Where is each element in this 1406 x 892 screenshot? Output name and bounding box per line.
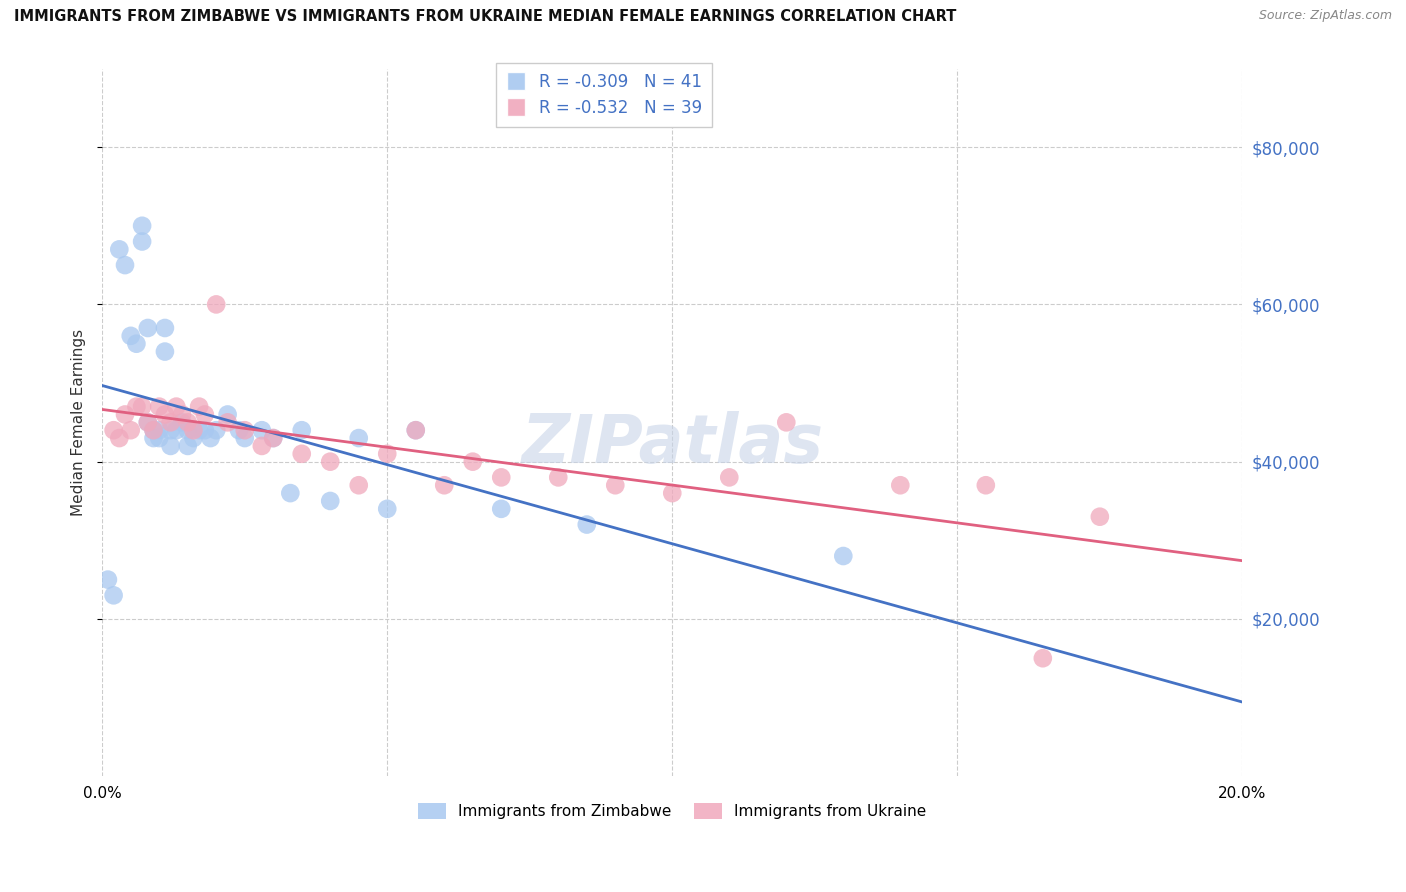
Point [1032, 651, 1054, 665]
Point [148, 431, 170, 445]
Point [114, 258, 136, 272]
Point [375, 447, 398, 461]
Point [775, 415, 797, 429]
Point [142, 423, 165, 437]
Point [120, 423, 142, 437]
Legend: Immigrants from Zimbabwe, Immigrants from Ukraine: Immigrants from Zimbabwe, Immigrants fro… [412, 797, 932, 825]
Point [278, 486, 301, 500]
Point [491, 501, 513, 516]
Point [661, 486, 683, 500]
Point [547, 470, 569, 484]
Point [347, 478, 370, 492]
Point [142, 431, 165, 445]
Text: Source: ZipAtlas.com: Source: ZipAtlas.com [1258, 9, 1392, 22]
Point [491, 470, 513, 484]
Point [405, 423, 427, 437]
Point [228, 423, 250, 437]
Point [131, 219, 153, 233]
Point [170, 408, 193, 422]
Point [974, 478, 997, 492]
Point [159, 415, 181, 429]
Point [159, 439, 181, 453]
Point [153, 321, 176, 335]
Text: IMMIGRANTS FROM ZIMBABWE VS IMMIGRANTS FROM UKRAINE MEDIAN FEMALE EARNINGS CORRE: IMMIGRANTS FROM ZIMBABWE VS IMMIGRANTS F… [14, 9, 956, 24]
Point [194, 423, 217, 437]
Point [233, 423, 256, 437]
Point [136, 321, 159, 335]
Point [433, 478, 456, 492]
Text: ZIPatlas: ZIPatlas [522, 410, 824, 476]
Point [205, 297, 228, 311]
Point [188, 423, 211, 437]
Point [148, 423, 170, 437]
Point [103, 588, 125, 602]
Point [120, 329, 142, 343]
Point [170, 415, 193, 429]
Point [1088, 509, 1111, 524]
Point [136, 415, 159, 429]
Point [103, 423, 125, 437]
Point [131, 235, 153, 249]
Point [153, 344, 176, 359]
Point [832, 549, 855, 563]
Point [142, 423, 165, 437]
Point [605, 478, 627, 492]
Point [262, 431, 284, 445]
Point [461, 455, 484, 469]
Point [188, 400, 211, 414]
Point [194, 408, 217, 422]
Point [233, 431, 256, 445]
Point [347, 431, 370, 445]
Point [405, 423, 427, 437]
Point [718, 470, 741, 484]
Point [319, 494, 342, 508]
Point [165, 423, 187, 437]
Point [153, 408, 176, 422]
Point [131, 400, 153, 414]
Point [177, 439, 200, 453]
Point [165, 400, 187, 414]
Point [183, 423, 205, 437]
Point [125, 336, 148, 351]
Point [291, 447, 314, 461]
Point [148, 400, 170, 414]
Point [217, 415, 239, 429]
Point [375, 501, 398, 516]
Point [114, 408, 136, 422]
Point [177, 415, 200, 429]
Point [183, 431, 205, 445]
Point [250, 439, 273, 453]
Point [262, 431, 284, 445]
Point [205, 423, 228, 437]
Point [291, 423, 314, 437]
Point [108, 431, 131, 445]
Point [97, 573, 120, 587]
Point [159, 423, 181, 437]
Point [217, 408, 239, 422]
Point [200, 431, 222, 445]
Point [575, 517, 598, 532]
Point [889, 478, 911, 492]
Point [125, 400, 148, 414]
Point [250, 423, 273, 437]
Point [319, 455, 342, 469]
Point [177, 423, 200, 437]
Point [108, 243, 131, 257]
Y-axis label: Median Female Earnings: Median Female Earnings [72, 329, 86, 516]
Point [136, 415, 159, 429]
